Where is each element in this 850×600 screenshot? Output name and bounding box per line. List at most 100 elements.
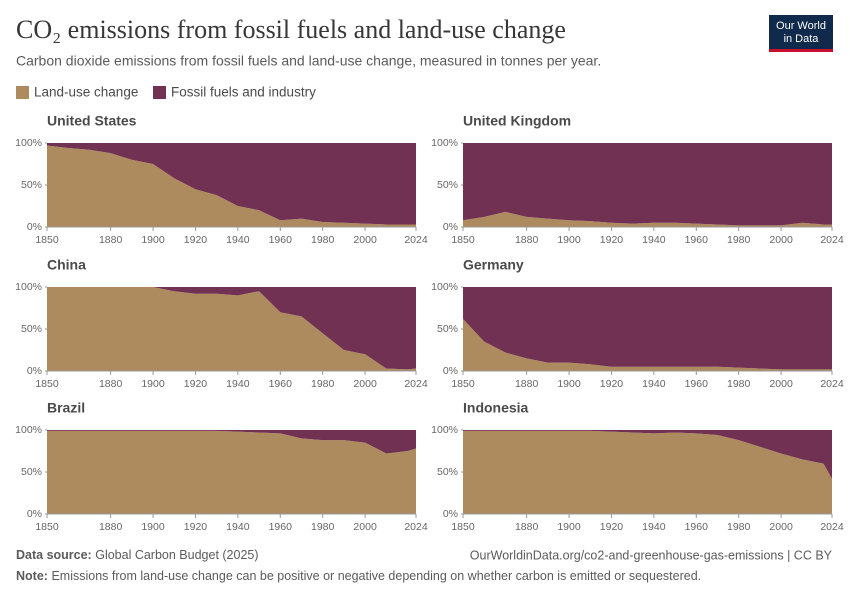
y-tick-label: 100% bbox=[15, 424, 42, 436]
x-tick-label: 1960 bbox=[269, 521, 293, 533]
x-tick-label: 1920 bbox=[600, 521, 624, 533]
note: Note: Emissions from land-use change can… bbox=[16, 569, 701, 583]
x-tick-label: 2000 bbox=[353, 234, 377, 246]
x-tick-label: 2000 bbox=[769, 521, 793, 533]
source-label: Data source: bbox=[16, 548, 92, 562]
x-tick-label: 1850 bbox=[451, 234, 475, 246]
legend-label[interactable]: Fossil fuels and industry bbox=[171, 85, 316, 100]
panel-title: Germany bbox=[463, 257, 524, 273]
x-tick-label: 1940 bbox=[642, 521, 666, 533]
x-tick-label: 1960 bbox=[269, 378, 293, 390]
x-tick-label: 1940 bbox=[226, 521, 250, 533]
x-tick-label: 2024 bbox=[404, 234, 428, 246]
panel-title: Indonesia bbox=[463, 400, 529, 416]
panel-title: United States bbox=[47, 113, 137, 129]
x-tick-label: 1980 bbox=[311, 234, 335, 246]
y-tick-label: 50% bbox=[21, 179, 42, 191]
y-tick-label: 0% bbox=[27, 221, 42, 233]
x-tick-label: 1960 bbox=[269, 234, 293, 246]
area bbox=[47, 143, 416, 225]
panel-title: China bbox=[47, 257, 86, 273]
source: Data source: Global Carbon Budget (2025) bbox=[16, 548, 259, 562]
x-tick-label: 1880 bbox=[99, 378, 123, 390]
area bbox=[47, 430, 416, 454]
x-tick-label: 1940 bbox=[226, 378, 250, 390]
x-tick-label: 2024 bbox=[820, 234, 844, 246]
x-tick-label: 1980 bbox=[727, 234, 751, 246]
y-tick-label: 100% bbox=[431, 281, 458, 293]
x-tick-label: 1900 bbox=[141, 521, 165, 533]
subtitle: Carbon dioxide emissions from fossil fue… bbox=[16, 53, 601, 69]
x-tick-label: 1850 bbox=[35, 378, 59, 390]
y-tick-label: 50% bbox=[437, 179, 458, 191]
area bbox=[463, 211, 832, 227]
x-tick-label: 1850 bbox=[35, 234, 59, 246]
area bbox=[47, 145, 416, 227]
x-tick-label: 1920 bbox=[184, 378, 208, 390]
y-tick-label: 50% bbox=[437, 466, 458, 478]
y-tick-label: 100% bbox=[431, 137, 458, 149]
y-tick-label: 50% bbox=[21, 323, 42, 335]
area bbox=[463, 287, 832, 370]
x-tick-label: 1880 bbox=[515, 521, 539, 533]
x-tick-label: 1900 bbox=[141, 234, 165, 246]
logo-text: in Data bbox=[784, 33, 820, 45]
x-tick-label: 1960 bbox=[685, 234, 709, 246]
x-tick-label: 2000 bbox=[353, 378, 377, 390]
y-tick-label: 50% bbox=[437, 323, 458, 335]
x-tick-label: 1960 bbox=[685, 378, 709, 390]
x-tick-label: 2024 bbox=[404, 521, 428, 533]
logo-box[interactable] bbox=[769, 15, 833, 51]
x-tick-label: 1920 bbox=[600, 234, 624, 246]
x-tick-label: 1900 bbox=[557, 521, 581, 533]
note-text: Emissions from land-use change can be po… bbox=[51, 569, 701, 583]
url[interactable]: OurWorldinData.org/co2-and-greenhouse-ga… bbox=[470, 548, 833, 562]
x-tick-label: 1940 bbox=[226, 234, 250, 246]
x-tick-label: 1850 bbox=[35, 521, 59, 533]
area bbox=[463, 430, 832, 479]
logo-text: Our World bbox=[776, 20, 826, 32]
y-tick-label: 0% bbox=[27, 365, 42, 377]
x-tick-label: 1980 bbox=[311, 521, 335, 533]
x-tick-label: 1920 bbox=[600, 378, 624, 390]
x-tick-label: 1940 bbox=[642, 378, 666, 390]
area bbox=[463, 318, 832, 371]
x-tick-label: 1980 bbox=[727, 521, 751, 533]
legend-swatch bbox=[153, 86, 166, 99]
area bbox=[463, 430, 832, 514]
y-tick-label: 0% bbox=[443, 221, 458, 233]
x-tick-label: 1960 bbox=[685, 521, 709, 533]
x-tick-label: 1850 bbox=[451, 521, 475, 533]
x-tick-label: 1920 bbox=[184, 234, 208, 246]
x-tick-label: 1900 bbox=[141, 378, 165, 390]
x-tick-label: 1980 bbox=[727, 378, 751, 390]
panel-title: United Kingdom bbox=[463, 113, 571, 129]
y-tick-label: 100% bbox=[15, 137, 42, 149]
x-tick-label: 2024 bbox=[820, 378, 844, 390]
x-tick-label: 2000 bbox=[353, 521, 377, 533]
panel-title: Brazil bbox=[47, 400, 85, 416]
y-tick-label: 100% bbox=[15, 281, 42, 293]
x-tick-label: 2000 bbox=[769, 234, 793, 246]
x-tick-label: 1880 bbox=[515, 378, 539, 390]
source-text[interactable]: Global Carbon Budget (2025) bbox=[95, 548, 258, 562]
area bbox=[47, 287, 416, 371]
y-tick-label: 0% bbox=[443, 365, 458, 377]
logo-bar bbox=[769, 49, 833, 52]
x-tick-label: 2024 bbox=[820, 521, 844, 533]
legend-swatch bbox=[16, 86, 29, 99]
x-tick-label: 1900 bbox=[557, 234, 581, 246]
x-tick-label: 1920 bbox=[184, 521, 208, 533]
title: CO₂ emissions from fossil fuels and land… bbox=[16, 15, 566, 44]
legend-label[interactable]: Land-use change bbox=[34, 85, 138, 100]
y-tick-label: 0% bbox=[27, 508, 42, 520]
area bbox=[47, 430, 416, 514]
x-tick-label: 1880 bbox=[515, 234, 539, 246]
note-label: Note: bbox=[16, 569, 48, 583]
x-tick-label: 1980 bbox=[311, 378, 335, 390]
y-tick-label: 50% bbox=[21, 466, 42, 478]
y-tick-label: 0% bbox=[443, 508, 458, 520]
x-tick-label: 2024 bbox=[404, 378, 428, 390]
x-tick-label: 1850 bbox=[451, 378, 475, 390]
